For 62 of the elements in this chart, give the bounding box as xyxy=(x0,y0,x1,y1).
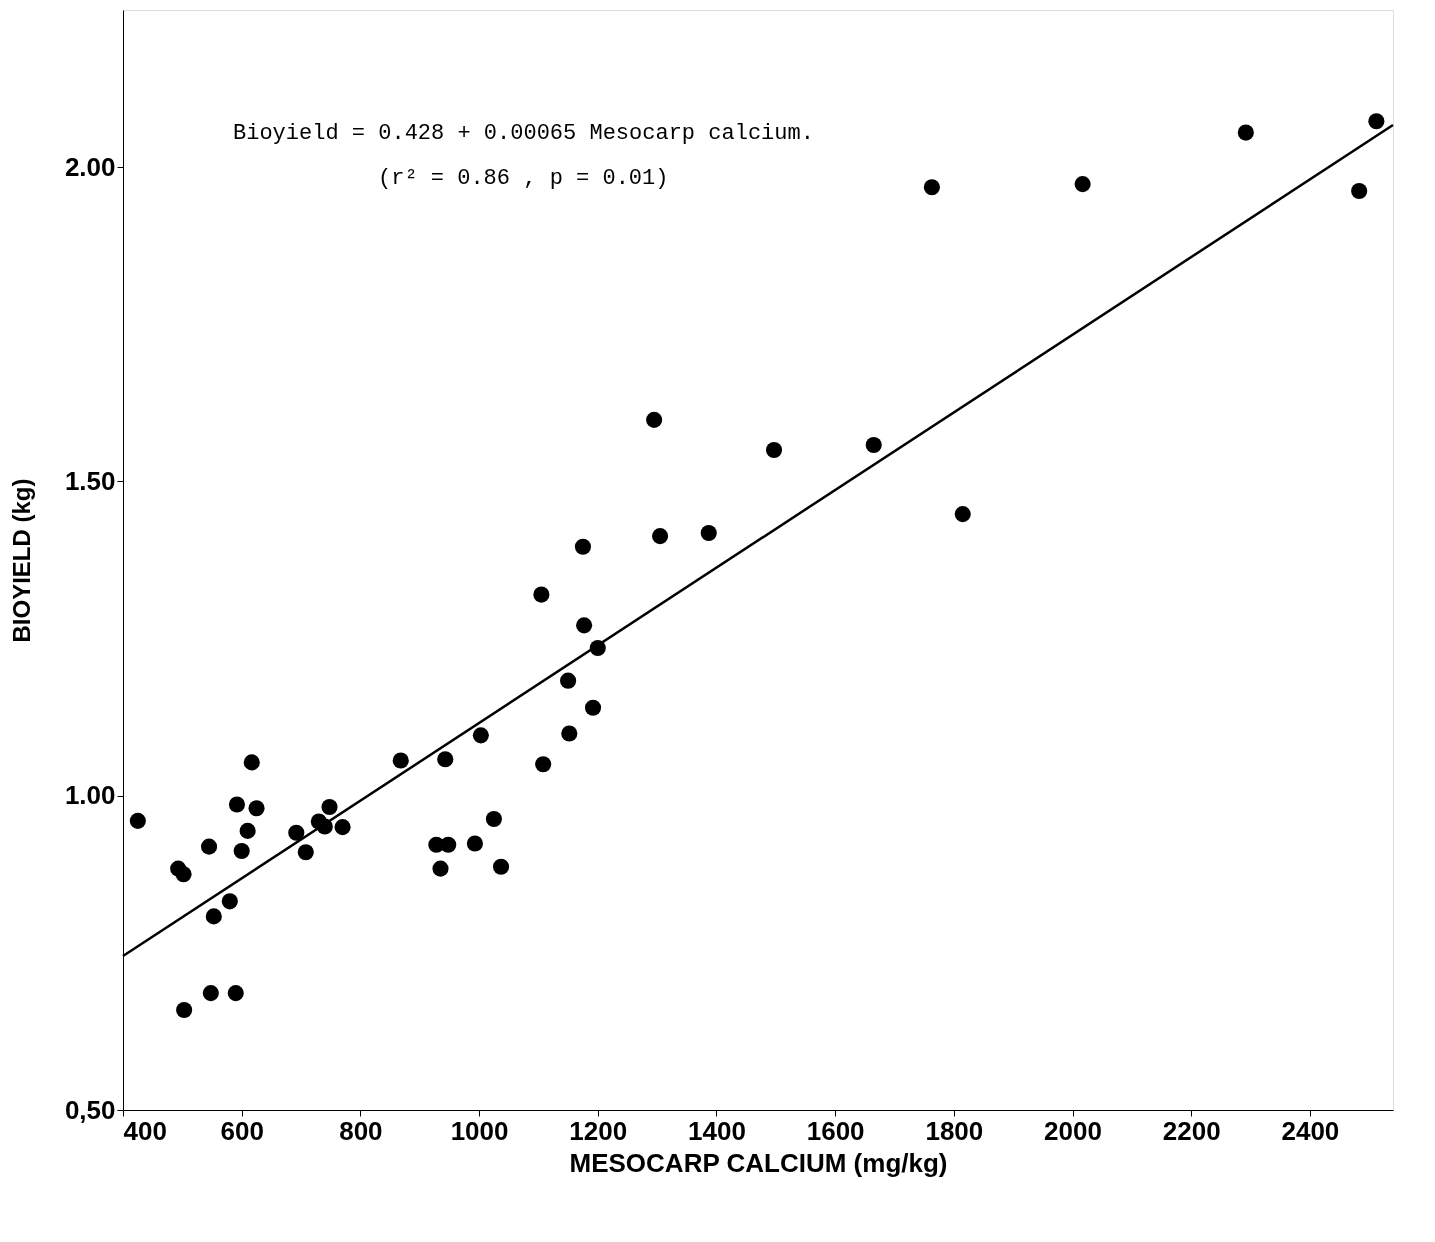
x-tick-label: 1000 xyxy=(450,1115,509,1146)
point xyxy=(466,835,483,852)
x-tick-label: 1400 xyxy=(688,1115,746,1146)
point xyxy=(700,524,717,542)
point xyxy=(1368,113,1385,130)
point xyxy=(243,754,260,771)
y-tick-label: 0,50 xyxy=(64,1094,116,1125)
x-tick-label: 800 xyxy=(339,1115,383,1146)
point xyxy=(200,838,218,855)
point xyxy=(954,506,971,523)
x-tick-label: 2400 xyxy=(1281,1115,1340,1146)
point xyxy=(175,866,192,883)
point xyxy=(561,725,578,742)
point xyxy=(765,441,783,459)
x-tick-label: 1200 xyxy=(569,1115,628,1146)
x-axis-title: MESOCARP CALCIUM (mg/kg) xyxy=(569,1147,948,1178)
annotation: Bioyield = 0.428 + 0.00065 Mesocarp calcium. xyxy=(233,121,814,146)
point xyxy=(1351,182,1368,200)
point xyxy=(205,908,222,925)
y-axis-title: BIOYIELD (kg) xyxy=(7,478,35,643)
annotation: (r² = 0.86 , p = 0.01) xyxy=(378,166,669,191)
point xyxy=(432,860,449,877)
point xyxy=(202,985,219,1002)
x-tick-label: 600 xyxy=(220,1115,264,1146)
point xyxy=(392,752,409,769)
x-tick-label: 2000 xyxy=(1044,1115,1102,1146)
point xyxy=(288,824,305,841)
point xyxy=(576,617,593,634)
x-tick-label: 1800 xyxy=(925,1115,984,1146)
y-tick-label: 1.00 xyxy=(64,780,116,811)
point xyxy=(865,436,882,454)
y-tick-label: 1.50 xyxy=(64,465,116,496)
point xyxy=(485,810,502,828)
point xyxy=(1237,124,1254,141)
point xyxy=(652,528,669,545)
x-tick-label: 400 xyxy=(123,1115,167,1146)
point xyxy=(533,586,550,603)
point xyxy=(535,756,552,773)
point xyxy=(574,538,591,555)
point xyxy=(227,985,244,1002)
point xyxy=(472,727,489,744)
point xyxy=(321,798,338,816)
point xyxy=(297,844,314,861)
point xyxy=(176,1002,193,1019)
point xyxy=(923,179,940,196)
x-tick-label: 1600 xyxy=(806,1115,865,1146)
point xyxy=(440,836,457,853)
point xyxy=(584,699,602,716)
point xyxy=(129,812,146,829)
y-tick-label: 2.00 xyxy=(64,151,116,182)
point xyxy=(1074,176,1091,193)
point xyxy=(233,842,250,860)
point xyxy=(492,858,510,875)
x-tick-label: 2200 xyxy=(1162,1115,1221,1146)
point xyxy=(437,751,454,768)
point xyxy=(560,672,577,689)
point xyxy=(221,893,238,910)
point xyxy=(239,822,256,839)
point xyxy=(334,819,351,836)
point xyxy=(646,411,663,428)
point xyxy=(228,796,246,813)
point xyxy=(248,800,265,817)
